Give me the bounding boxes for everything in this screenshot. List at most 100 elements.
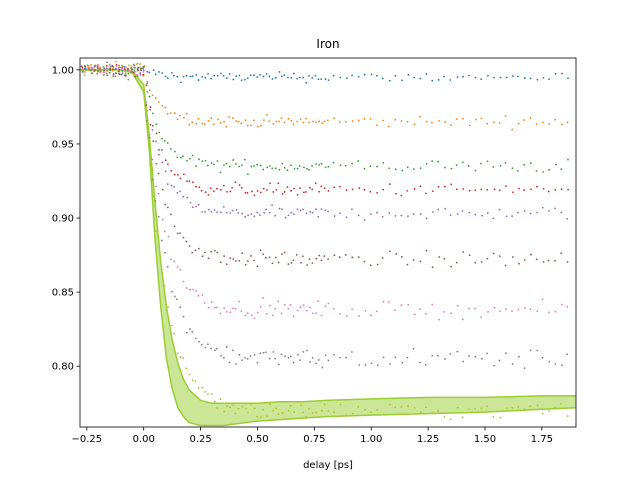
data-point [547, 190, 550, 193]
data-point [363, 167, 366, 170]
data-point [406, 166, 409, 169]
data-point [432, 211, 434, 213]
data-point [118, 66, 121, 68]
data-point [455, 261, 458, 264]
data-point [284, 355, 287, 358]
data-point [292, 123, 295, 126]
data-point [438, 120, 440, 122]
data-point [541, 298, 544, 300]
data-point [229, 190, 232, 193]
data-point [293, 411, 295, 414]
data-point [173, 185, 176, 188]
data-point [281, 411, 284, 414]
data-point [401, 79, 403, 82]
data-point [274, 308, 277, 310]
data-point [137, 69, 139, 72]
data-point [277, 413, 280, 416]
data-point [148, 71, 151, 74]
data-point [283, 303, 286, 306]
data-point [504, 115, 507, 118]
data-point [287, 76, 289, 79]
data-point [284, 418, 286, 420]
data-point [235, 260, 237, 262]
data-point [228, 116, 231, 118]
data-point [468, 74, 470, 77]
data-point [382, 188, 385, 191]
data-point [249, 355, 252, 357]
data-point [344, 254, 347, 256]
data-point [438, 318, 441, 321]
data-point [339, 76, 342, 79]
data-point [154, 230, 157, 233]
data-point [381, 216, 384, 218]
data-point [517, 308, 520, 311]
data-point [164, 75, 167, 78]
data-point [566, 353, 568, 356]
data-point [225, 263, 228, 266]
data-point [400, 405, 403, 408]
data-point [170, 324, 173, 327]
data-point [504, 161, 507, 164]
data-point [567, 188, 570, 191]
data-point [188, 373, 191, 376]
data-point [290, 164, 292, 167]
data-point [468, 408, 471, 411]
data-point [487, 74, 489, 77]
data-point [249, 403, 252, 405]
data-point [376, 409, 379, 411]
data-point [351, 162, 354, 165]
data-point [206, 164, 209, 167]
data-point [256, 211, 259, 214]
data-point [309, 211, 312, 213]
data-point [363, 260, 366, 263]
data-point [185, 287, 188, 289]
data-point [474, 169, 477, 172]
data-point [266, 189, 268, 191]
data-point [406, 356, 409, 359]
data-point [266, 166, 269, 169]
data-point [346, 77, 348, 80]
data-point [283, 251, 286, 254]
data-point [292, 72, 295, 75]
data-point [324, 166, 327, 169]
data-point [238, 184, 241, 186]
data-point [240, 186, 243, 189]
data-point [256, 265, 259, 268]
data-point [280, 75, 283, 78]
data-point [277, 261, 280, 264]
data-point [112, 73, 115, 75]
data-point [124, 72, 127, 75]
data-point [253, 194, 256, 197]
data-point [220, 72, 222, 75]
data-point [228, 73, 231, 75]
data-point [130, 70, 133, 72]
data-point [99, 71, 102, 74]
data-point [518, 187, 520, 190]
data-point [256, 190, 259, 192]
data-point [308, 121, 310, 124]
data-point [266, 114, 268, 116]
data-point [235, 362, 237, 365]
data-point [96, 72, 99, 75]
data-point [339, 403, 342, 406]
data-point [357, 119, 360, 122]
data-point [529, 308, 532, 311]
data-point [351, 351, 353, 353]
data-point [305, 212, 308, 215]
data-point [295, 254, 298, 256]
data-point [493, 121, 495, 124]
data-point [281, 192, 284, 195]
data-point [449, 124, 452, 127]
data-point [369, 213, 372, 215]
data-point [523, 77, 526, 79]
data-point [226, 190, 228, 193]
data-point [246, 357, 249, 360]
data-point [232, 307, 234, 310]
data-point [250, 314, 253, 317]
data-point [121, 65, 124, 67]
data-point [299, 306, 302, 309]
data-point [300, 261, 302, 264]
data-point [246, 124, 249, 127]
data-point [561, 123, 563, 126]
data-point [176, 173, 179, 176]
